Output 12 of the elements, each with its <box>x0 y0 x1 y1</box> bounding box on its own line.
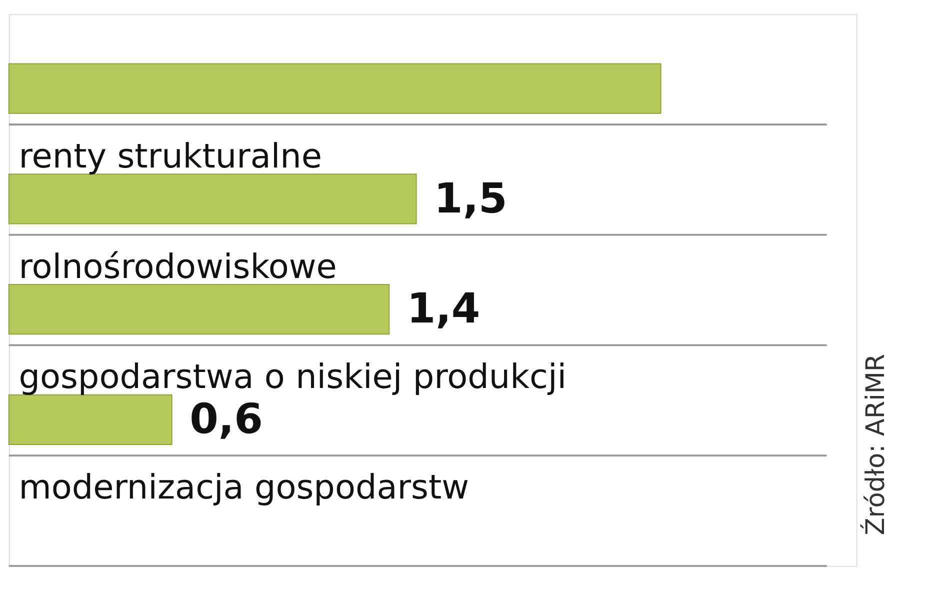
bar <box>8 284 390 335</box>
data-label: 1,4 <box>406 284 480 333</box>
data-label: 0,6 <box>190 395 263 444</box>
bar <box>8 174 417 224</box>
text: Źródło: ARiMR <box>860 354 891 536</box>
data-label: 1,5 <box>434 174 508 222</box>
y-tick-label: rolnośrodowiskowe <box>18 246 337 286</box>
y-tick-label: modernizacja gospodarstw <box>18 468 470 507</box>
y-tick-label: renty strukturalne <box>18 136 322 176</box>
bar <box>8 63 662 114</box>
y-tick-label: gospodarstwa o niskiej produkcji <box>18 357 567 396</box>
bar <box>8 394 172 446</box>
